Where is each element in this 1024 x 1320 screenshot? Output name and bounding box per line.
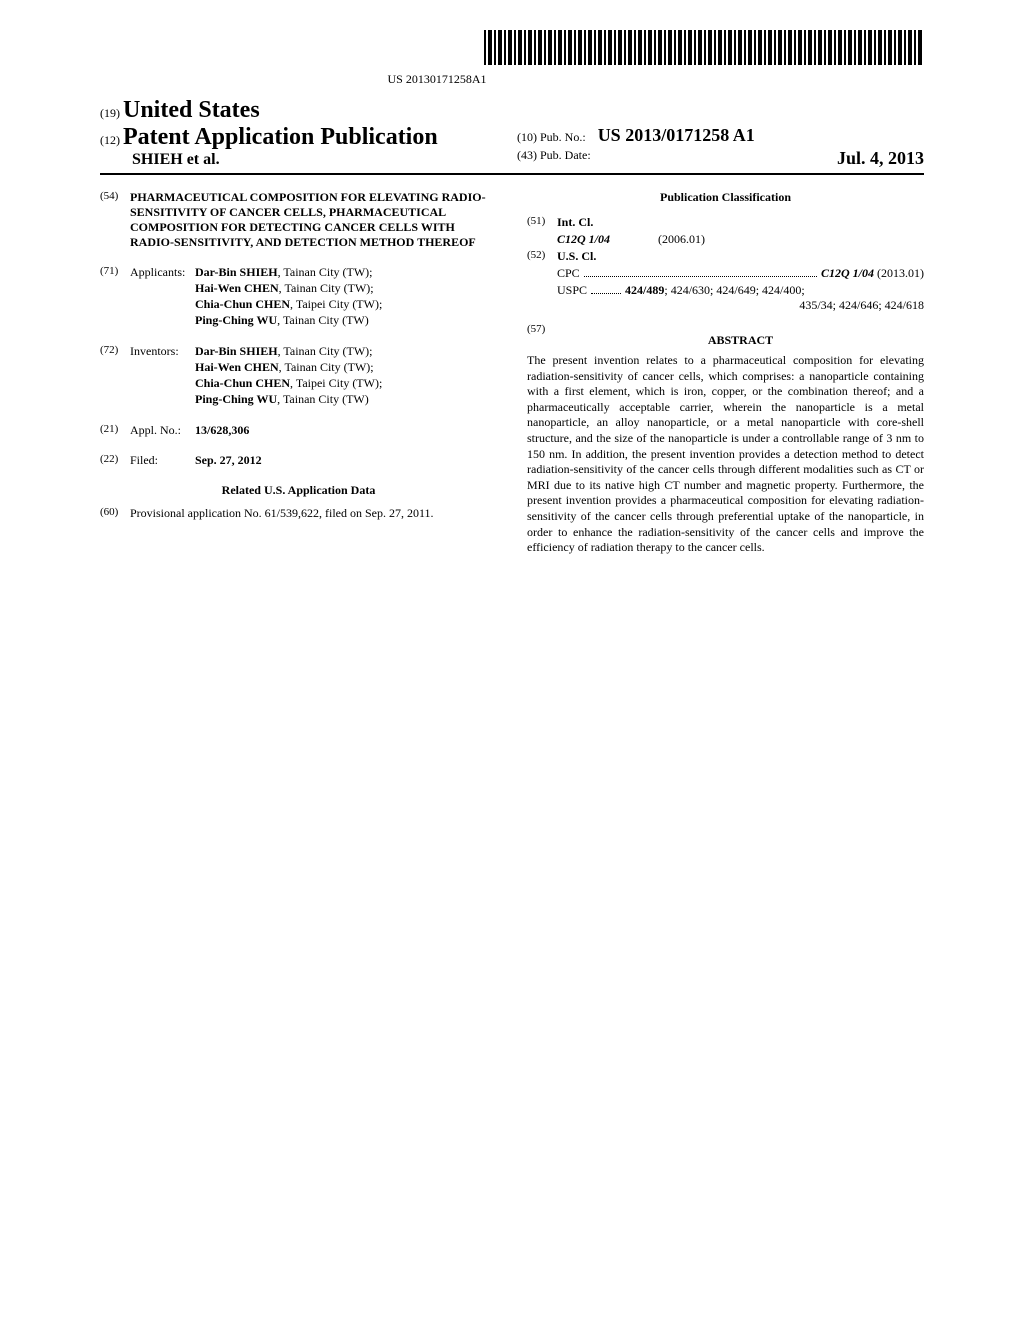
cpc-value: C12Q 1/04 [821,266,874,281]
title-code: (54) [100,190,130,250]
abstract-text: The present invention relates to a pharm… [527,353,924,556]
provisional-text: Provisional application No. 61/539,622, … [130,506,497,521]
uscl-label: U.S. Cl. [557,249,924,264]
abstract-label: ABSTRACT [557,333,924,348]
appl-no-label: Appl. No.: [130,423,195,438]
pub-date: Jul. 4, 2013 [837,148,924,169]
uspc-label: USPC [557,283,587,298]
document-header: (19) United States (12) Patent Applicati… [100,97,924,175]
intcl-year: (2006.01) [658,232,705,246]
inventor-loc: Tainan City (TW); [284,360,373,374]
applicant-name: Dar-Bin SHIEH [195,265,278,279]
applicant-name: Ping-Ching WU [195,313,277,327]
inventor-loc: Taipei City (TW); [296,376,382,390]
right-column: Publication Classification (51) Int. Cl.… [527,190,924,556]
intcl-label: Int. Cl. [557,215,924,230]
filed-label: Filed: [130,453,195,468]
uspc-value: 424/489; 424/630; 424/649; 424/400; [625,283,805,298]
applicant-name: Chia-Chun CHEN [195,297,290,311]
pub-no-code: (10) [517,130,537,144]
classification-header: Publication Classification [527,190,924,205]
invention-title: PHARMACEUTICAL COMPOSITION FOR ELEVATING… [130,190,497,250]
left-column: (54) PHARMACEUTICAL COMPOSITION FOR ELEV… [100,190,497,556]
applicants-code: (71) [100,265,130,329]
authors-line: SHIEH et al. [132,151,507,169]
inventor-loc: Tainan City (TW) [283,392,369,406]
country-name: United States [123,97,260,123]
uspc-value-cont: 435/34; 424/646; 424/618 [557,298,924,313]
barcode-image [484,30,924,65]
filed-code: (22) [100,453,130,468]
inventors-code: (72) [100,344,130,408]
inventors-list: Dar-Bin SHIEH, Tainan City (TW); Hai-Wen… [195,344,497,408]
related-header: Related U.S. Application Data [100,483,497,498]
pub-date-code: (43) [517,148,537,162]
applicants-list: Dar-Bin SHIEH, Tainan City (TW); Hai-Wen… [195,265,497,329]
provisional-code: (60) [100,506,130,521]
inventor-loc: Tainan City (TW); [283,344,372,358]
pub-date-label: Pub. Date: [540,148,591,162]
applicant-loc: Tainan City (TW); [284,281,373,295]
barcode-area: US 20130171258A1 [100,30,924,87]
appl-no-code: (21) [100,423,130,438]
inventor-name: Dar-Bin SHIEH [195,344,278,358]
appl-no: 13/628,306 [195,423,497,438]
content-columns: (54) PHARMACEUTICAL COMPOSITION FOR ELEV… [100,190,924,556]
country-code: (19) [100,106,120,120]
applicants-label: Applicants: [130,265,195,329]
cpc-label: CPC [557,266,580,281]
cpc-year: (2013.01) [877,266,924,281]
applicant-loc: Taipei City (TW); [296,297,382,311]
pub-type-code: (12) [100,133,120,147]
inventor-name: Ping-Ching WU [195,392,277,406]
inventors-label: Inventors: [130,344,195,408]
applicant-name: Hai-Wen CHEN [195,281,279,295]
applicant-loc: Tainan City (TW); [283,265,372,279]
pub-no-label: Pub. No.: [540,130,586,144]
barcode-text: US 20130171258A1 [100,72,774,87]
applicant-loc: Tainan City (TW) [283,313,369,327]
inventor-name: Hai-Wen CHEN [195,360,279,374]
uscl-code: (52) [527,249,557,264]
inventor-name: Chia-Chun CHEN [195,376,290,390]
intcl-class: C12Q 1/04 [557,232,610,246]
abstract-code: (57) [527,323,557,353]
pub-no: US 2013/0171258 A1 [598,125,755,145]
filed-date: Sep. 27, 2012 [195,453,497,468]
pub-type: Patent Application Publication [123,124,438,150]
intcl-code: (51) [527,215,557,230]
